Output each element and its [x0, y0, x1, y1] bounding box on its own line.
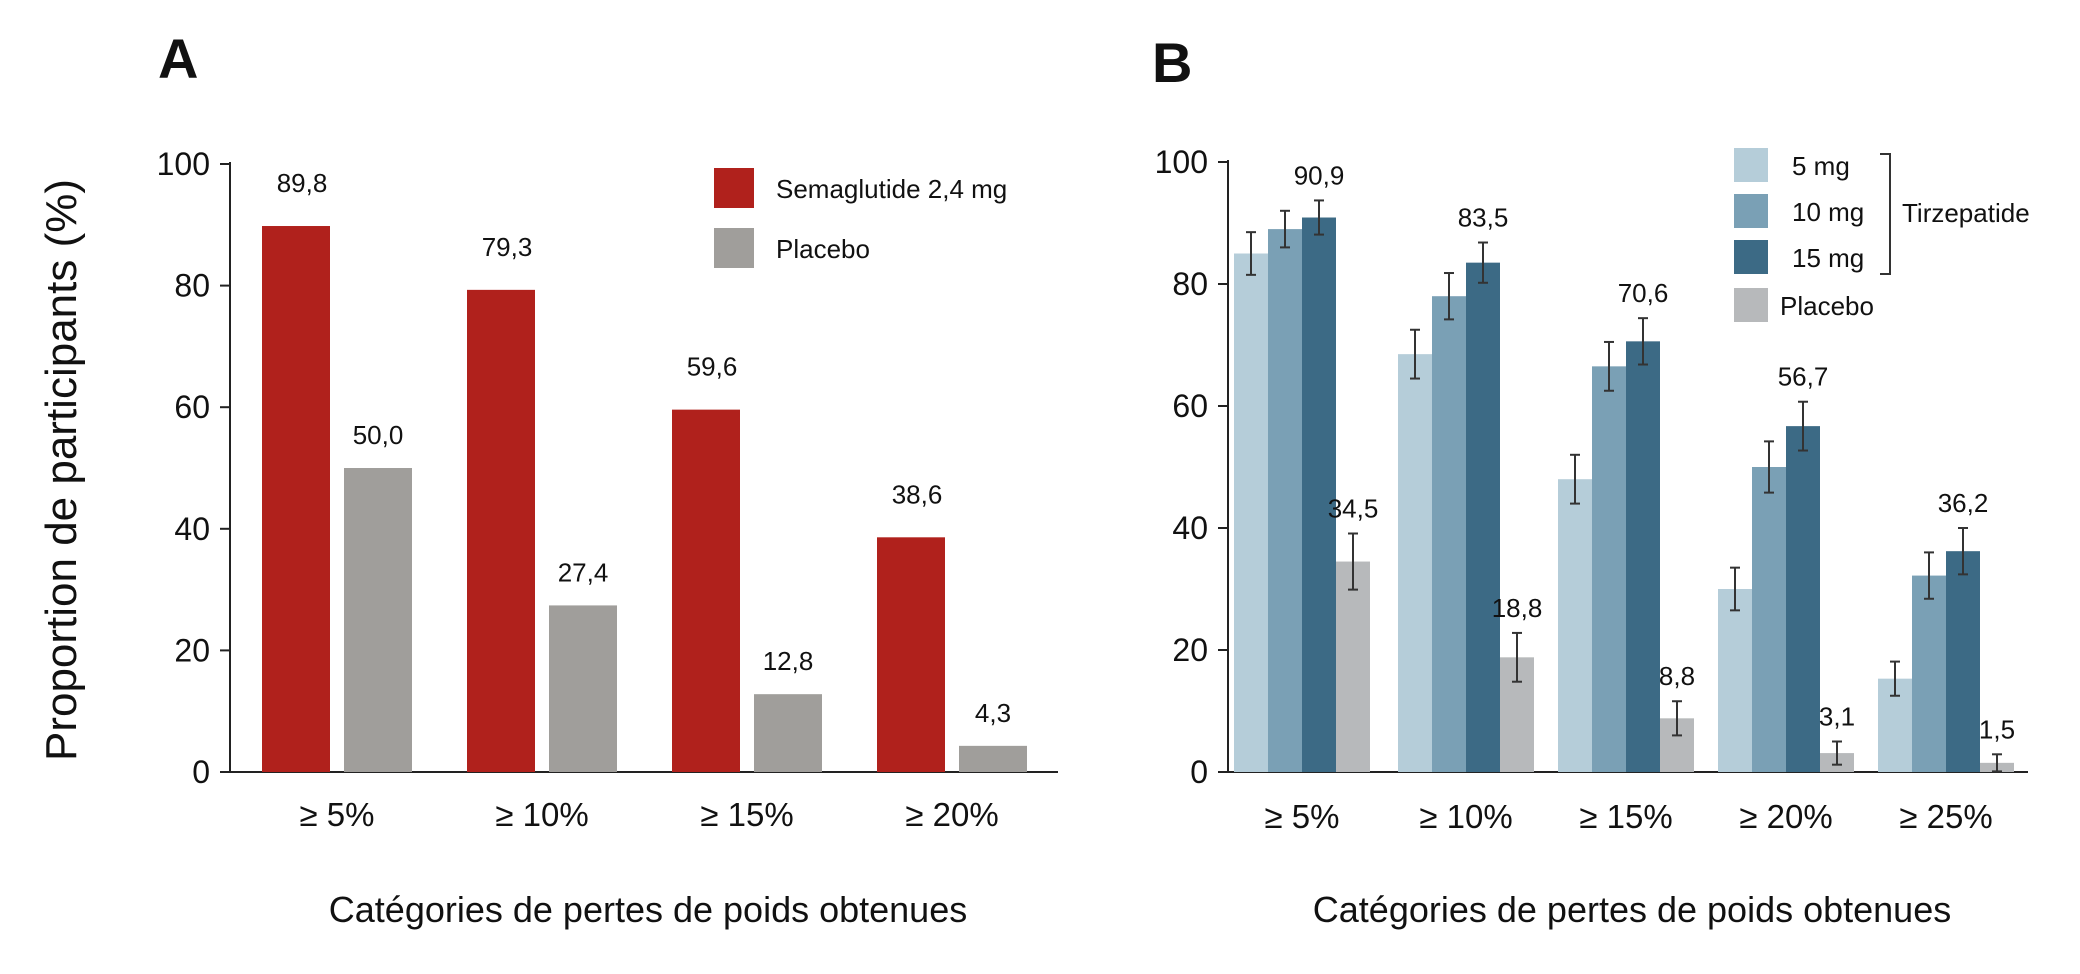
legend-group-label: Tirzepatide: [1902, 198, 2030, 228]
chart-panel-b: 0 20 40 60 80 100 90,9 34,5 ≥ 5% 83,5 18,8 ≥ 10% 70,…: [1155, 144, 2030, 835]
x-tick-label-a: ≥ 10%: [495, 796, 588, 833]
y-tick-label-b: 0: [1190, 754, 1208, 790]
bar-b-10mg: [1912, 575, 1946, 772]
legend-label-b: Placebo: [1780, 291, 1874, 321]
bar-value-label-b: 18,8: [1492, 593, 1543, 623]
legend-label-b: 10 mg: [1792, 197, 1864, 227]
bar-b-15mg: [1466, 262, 1500, 772]
bar-value-label-b: 3,1: [1819, 702, 1855, 732]
bar-a-semaglutide: [877, 537, 945, 772]
bar-b-5mg: [1398, 354, 1432, 772]
bar-value-label-b: 56,7: [1778, 362, 1829, 392]
bar-value-label-b: 1,5: [1979, 714, 2015, 744]
bar-value-label-a: 4,3: [975, 698, 1011, 728]
bar-value-label-a: 38,6: [892, 479, 943, 509]
legend-label-b: 5 mg: [1792, 151, 1850, 181]
legend-group-bracket: [1880, 153, 1891, 275]
panel-letter-a: A: [158, 27, 198, 90]
x-tick-label-a: ≥ 15%: [700, 796, 793, 833]
bar-b-10mg: [1752, 467, 1786, 772]
legend-swatch-a: [714, 228, 754, 268]
bar-b-10mg: [1268, 229, 1302, 773]
x-tick-label-b: ≥ 5%: [1265, 798, 1340, 835]
x-tick-label-b: ≥ 20%: [1739, 798, 1832, 835]
bar-a-placebo: [344, 468, 412, 772]
bar-value-label-a: 50,0: [353, 420, 404, 450]
x-axis-title-a: Catégories de pertes de poids obtenues: [329, 889, 967, 930]
bar-a-placebo: [959, 745, 1027, 772]
bar-b-15mg: [1626, 341, 1660, 772]
bar-value-label-a: 12,8: [763, 646, 814, 676]
x-tick-label-a: ≥ 5%: [300, 796, 375, 833]
bar-value-label-b: 70,6: [1618, 278, 1669, 308]
legend-swatch-b: [1734, 194, 1768, 228]
bar-value-label-b: 36,2: [1938, 488, 1989, 518]
x-tick-label-b: ≥ 15%: [1579, 798, 1672, 835]
bar-value-label-a: 79,3: [482, 232, 533, 262]
legend-label-a: Semaglutide 2,4 mg: [776, 174, 1007, 204]
chart-panel-a: 0 20 40 60 80 100 89,8 50,0 ≥ 5% 79,3 27,4 ≥ 10% 59,…: [157, 146, 1058, 833]
bar-a-semaglutide: [262, 226, 330, 773]
bar-value-label-b: 83,5: [1458, 203, 1509, 233]
bar-b-5mg: [1558, 479, 1592, 772]
x-tick-label-a: ≥ 20%: [905, 796, 998, 833]
bar-b-15mg: [1946, 551, 1980, 772]
y-tick-label-a: 20: [174, 632, 210, 668]
bar-value-label-a: 27,4: [558, 557, 609, 587]
legend-swatch-b: [1734, 148, 1768, 182]
bar-a-placebo: [549, 605, 617, 772]
bar-a-semaglutide: [467, 289, 535, 772]
y-tick-label-b: 100: [1155, 144, 1208, 180]
bar-a-placebo: [754, 694, 822, 772]
bar-b-15mg: [1302, 217, 1336, 772]
y-tick-label-b: 40: [1172, 510, 1208, 546]
bar-a-semaglutide: [672, 409, 740, 772]
x-axis-title-b: Catégories de pertes de poids obtenues: [1313, 889, 1951, 930]
y-tick-label-b: 60: [1172, 388, 1208, 424]
bar-b-15mg: [1786, 426, 1820, 772]
bar-value-label-a: 89,8: [277, 168, 328, 198]
bar-value-label-a: 59,6: [687, 352, 738, 382]
bar-b-10mg: [1432, 296, 1466, 772]
bar-value-label-b: 34,5: [1328, 493, 1379, 523]
bar-b-5mg: [1718, 589, 1752, 772]
legend-swatch-b: [1734, 288, 1768, 322]
y-tick-label-a: 100: [157, 146, 210, 182]
y-tick-label-b: 20: [1172, 632, 1208, 668]
bar-b-5mg: [1234, 253, 1268, 772]
y-tick-label-a: 80: [174, 268, 210, 304]
legend-label-b: 15 mg: [1792, 243, 1864, 273]
bar-value-label-b: 90,9: [1294, 160, 1345, 190]
bar-b-placebo: [1336, 561, 1370, 772]
panel-letter-b: B: [1152, 31, 1192, 94]
y-tick-label-b: 80: [1172, 266, 1208, 302]
bar-b-10mg: [1592, 366, 1626, 772]
y-tick-label-a: 60: [174, 389, 210, 425]
x-tick-label-b: ≥ 25%: [1899, 798, 1992, 835]
x-tick-label-b: ≥ 10%: [1419, 798, 1512, 835]
y-tick-label-a: 40: [174, 511, 210, 547]
y-tick-label-a: 0: [192, 754, 210, 790]
legend-swatch-b: [1734, 240, 1768, 274]
legend-label-a: Placebo: [776, 234, 870, 264]
y-axis-title: Proportion de participants (%): [37, 179, 86, 761]
bar-value-label-b: 8,8: [1659, 661, 1695, 691]
legend-swatch-a: [714, 168, 754, 208]
